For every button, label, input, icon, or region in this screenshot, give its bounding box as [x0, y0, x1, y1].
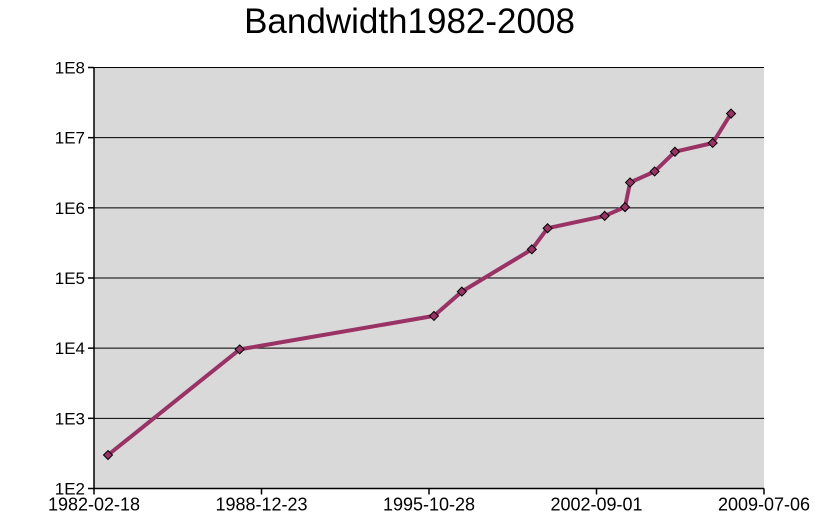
y-tick-label: 1E2	[55, 480, 85, 499]
data-point-marker	[542, 223, 553, 234]
data-point-marker	[624, 177, 636, 188]
x-tick-label: 2009-07-06	[718, 495, 810, 515]
data-point-marker	[707, 137, 718, 149]
data-point-marker	[526, 244, 538, 255]
data-point-marker	[669, 146, 681, 157]
x-tick-label: 1988-12-23	[215, 495, 307, 515]
data-point-marker	[725, 108, 737, 119]
data-point-marker	[649, 166, 660, 177]
y-tick-label: 1E6	[55, 199, 85, 218]
y-tick-label: 1E8	[55, 59, 85, 78]
x-tick-label: 1982-02-18	[48, 495, 140, 515]
data-point-marker	[428, 310, 440, 322]
y-tick-label: 1E4	[55, 339, 85, 358]
x-tick-label: 2002-09-01	[550, 495, 642, 515]
y-tick-label: 1E5	[55, 269, 85, 288]
data-point-marker	[619, 201, 631, 213]
x-tick-label: 1995-10-28	[383, 495, 475, 515]
data-point-marker	[456, 286, 468, 297]
data-point-marker	[599, 210, 610, 222]
chart-title: Bandwidth1982-2008	[244, 2, 575, 41]
y-tick-label: 1E7	[55, 129, 85, 148]
data-point-marker	[234, 344, 245, 355]
y-tick-label: 1E3	[55, 409, 85, 428]
data-point-marker	[102, 449, 114, 461]
